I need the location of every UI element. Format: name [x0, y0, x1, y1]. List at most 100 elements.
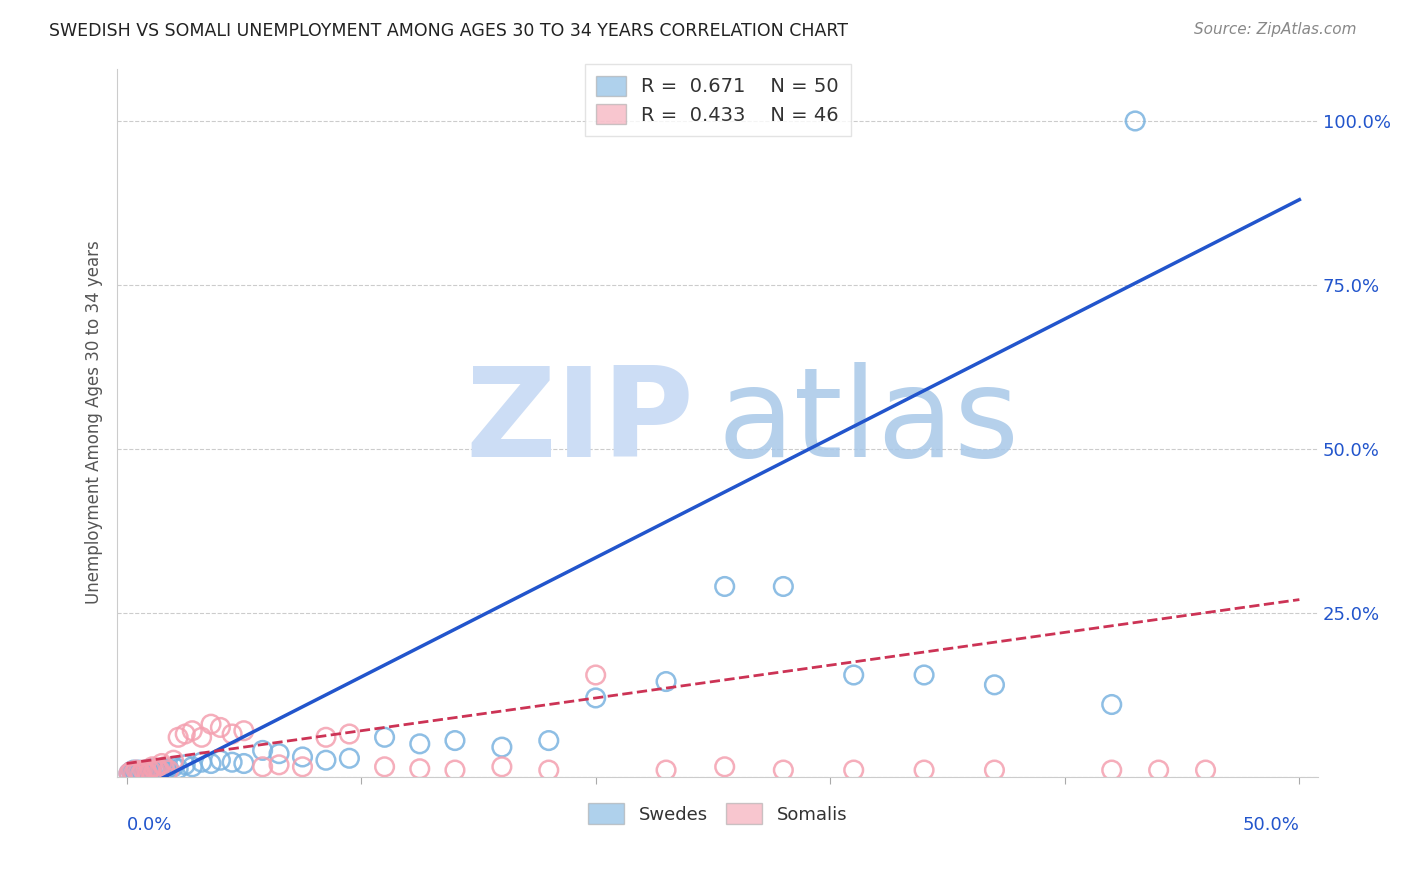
Point: [200, 756, 222, 771]
Point: [148, 763, 170, 777]
Text: 50.0%: 50.0%: [1243, 815, 1299, 833]
Point: [267, 757, 290, 772]
Point: [134, 764, 156, 779]
Point: [1101, 698, 1123, 712]
Point: [139, 764, 162, 779]
Point: [136, 766, 159, 780]
Point: [232, 756, 254, 771]
Point: [120, 764, 142, 779]
Point: [132, 765, 155, 780]
Point: [167, 762, 190, 776]
Point: [181, 723, 204, 738]
Point: [444, 733, 467, 747]
Point: [209, 721, 232, 735]
Point: [157, 763, 180, 777]
Text: atlas: atlas: [717, 362, 1019, 483]
Point: [267, 747, 290, 761]
Point: [374, 731, 396, 745]
Point: [143, 763, 166, 777]
Point: [127, 764, 149, 779]
Point: [1123, 114, 1146, 128]
Point: [129, 764, 152, 779]
Point: [1101, 763, 1123, 777]
Point: [162, 760, 184, 774]
Point: [221, 755, 243, 769]
Point: [713, 579, 735, 593]
Point: [655, 763, 678, 777]
Point: [983, 763, 1005, 777]
Point: [585, 668, 607, 682]
Point: [339, 751, 361, 765]
Point: [148, 763, 170, 777]
Legend: Swedes, Somalis: Swedes, Somalis: [581, 796, 855, 831]
Point: [291, 750, 314, 764]
Point: [655, 674, 678, 689]
Point: [252, 760, 274, 774]
Point: [339, 727, 361, 741]
Point: [190, 755, 212, 769]
Point: [127, 763, 149, 777]
Point: [491, 760, 513, 774]
Point: [162, 753, 184, 767]
Point: [315, 731, 337, 745]
Point: [129, 766, 152, 780]
Point: [139, 762, 162, 776]
Point: [1194, 763, 1216, 777]
Point: [181, 760, 204, 774]
Point: [1147, 763, 1170, 777]
Point: [157, 762, 180, 776]
Point: [134, 764, 156, 779]
Point: [374, 760, 396, 774]
Point: [143, 763, 166, 777]
Point: [190, 731, 212, 745]
Point: [842, 763, 865, 777]
Point: [174, 727, 197, 741]
Point: [537, 763, 560, 777]
Point: [167, 731, 190, 745]
Text: Source: ZipAtlas.com: Source: ZipAtlas.com: [1194, 22, 1357, 37]
Point: [772, 579, 794, 593]
Point: [912, 668, 935, 682]
Point: [122, 763, 145, 777]
Point: [713, 760, 735, 774]
Point: [141, 760, 163, 774]
Point: [118, 766, 141, 780]
Point: [772, 763, 794, 777]
Point: [150, 756, 173, 771]
Point: [491, 740, 513, 755]
Point: [122, 766, 145, 780]
Point: [200, 717, 222, 731]
Point: [134, 763, 156, 777]
Point: [139, 763, 162, 777]
Point: [132, 763, 155, 777]
Point: [221, 727, 243, 741]
Point: [842, 668, 865, 682]
Point: [409, 762, 432, 776]
Point: [209, 753, 232, 767]
Point: [146, 762, 169, 776]
Point: [120, 764, 142, 779]
Point: [153, 760, 176, 774]
Point: [912, 763, 935, 777]
Point: [118, 766, 141, 780]
Text: SWEDISH VS SOMALI UNEMPLOYMENT AMONG AGES 30 TO 34 YEARS CORRELATION CHART: SWEDISH VS SOMALI UNEMPLOYMENT AMONG AGE…: [49, 22, 848, 40]
Point: [315, 753, 337, 767]
Point: [585, 690, 607, 705]
Point: [125, 763, 148, 777]
Point: [252, 743, 274, 757]
Point: [125, 765, 148, 780]
Point: [153, 764, 176, 779]
Point: [232, 723, 254, 738]
Point: [444, 763, 467, 777]
Point: [409, 737, 432, 751]
Point: [155, 763, 177, 777]
Point: [150, 762, 173, 776]
Y-axis label: Unemployment Among Ages 30 to 34 years: Unemployment Among Ages 30 to 34 years: [86, 241, 103, 605]
Point: [537, 733, 560, 747]
Point: [127, 766, 149, 780]
Text: ZIP: ZIP: [465, 362, 693, 483]
Point: [122, 766, 145, 780]
Point: [983, 678, 1005, 692]
Point: [291, 760, 314, 774]
Text: 0.0%: 0.0%: [127, 815, 172, 833]
